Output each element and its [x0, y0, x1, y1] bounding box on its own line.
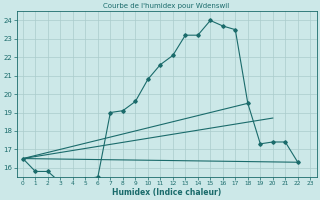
Title: Courbe de l'humidex pour Wdenswil: Courbe de l'humidex pour Wdenswil — [103, 3, 230, 9]
X-axis label: Humidex (Indice chaleur): Humidex (Indice chaleur) — [112, 188, 221, 197]
